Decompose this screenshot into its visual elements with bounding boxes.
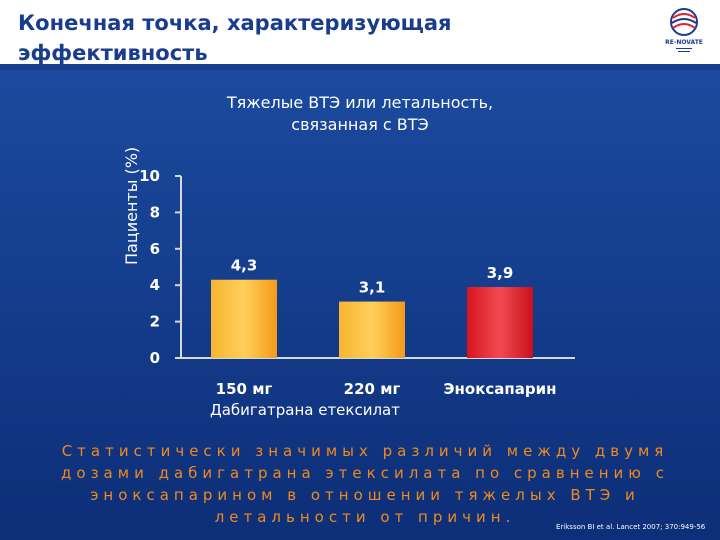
y-tick-label: 10	[139, 167, 160, 185]
value-label-0: 4,3	[231, 257, 258, 275]
footnote: Статистически значимых различий между дв…	[61, 442, 669, 526]
y-tick-label: 6	[150, 240, 160, 258]
chart-title: Тяжелые ВТЭ или летальность, связанная с…	[226, 93, 494, 134]
bar-2	[467, 287, 533, 358]
category-label-2: Эноксапарин	[444, 380, 557, 398]
category-label-0: 150 мг	[216, 380, 273, 398]
bar-1	[339, 301, 405, 358]
value-label-1: 3,1	[359, 279, 386, 297]
renovate-logo: RE-NOVATE	[665, 8, 703, 52]
group-label: Дабигатрана етексилат	[210, 401, 400, 419]
y-tick-label: 0	[150, 349, 160, 367]
y-tick-label: 8	[150, 203, 160, 221]
category-label-1: 220 мг	[344, 380, 401, 398]
value-label-2: 3,9	[487, 264, 514, 282]
bar-0	[211, 279, 277, 358]
y-tick-label: 4	[150, 276, 160, 294]
y-tick-label: 2	[150, 313, 160, 331]
slide-header: Конечная точка, характеризующая эффектив…	[0, 0, 720, 70]
logo-text: RE-NOVATE	[665, 39, 703, 46]
page-title: Конечная точка, характеризующая эффектив…	[18, 11, 452, 65]
citation: Eriksson BI et al. Lancet 2007; 370:949-…	[556, 523, 706, 531]
title-rule	[0, 64, 720, 70]
